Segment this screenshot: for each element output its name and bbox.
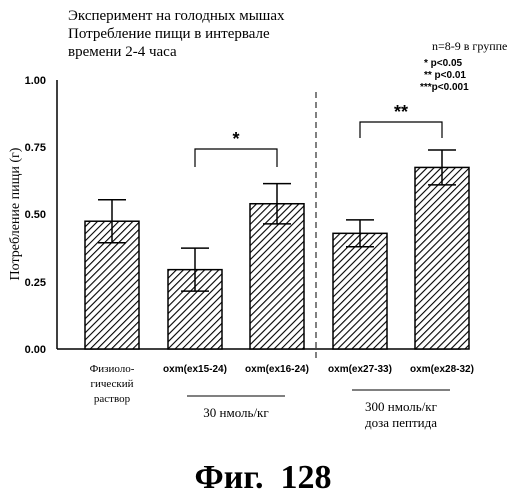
y-tick-label-0: 0.00 [25, 344, 46, 356]
group-label-1-0: 300 нмоль/кг [365, 399, 437, 414]
x-tick-label-0-2: раствор [94, 393, 131, 405]
significance-bracket-0 [195, 149, 277, 167]
y-axis-label: Потребление пищи (г) [8, 147, 23, 280]
x-tick-label-4-0: oxm(ex28-32) [410, 364, 474, 375]
x-tick-label-0-0: Физиоло- [90, 363, 135, 375]
bar-3 [333, 233, 387, 349]
y-tick-label-3: 0.75 [25, 142, 46, 154]
significance-label-0: * [232, 129, 239, 149]
chart-title-line-2: Потребление пищи в интервале [68, 26, 270, 42]
significance-bracket-1 [360, 122, 442, 138]
x-tick-label-3-0: oxm(ex27-33) [328, 364, 392, 375]
y-tick-label-2: 0.50 [25, 209, 46, 221]
x-tick-label-0-1: гический [90, 378, 133, 390]
group-label-1-1: доза пептида [365, 415, 437, 430]
x-tick-label-1-0: oxm(ex15-24) [163, 364, 227, 375]
y-tick-label-4: 1.00 [25, 75, 46, 87]
chart-title-line-3: времени 2-4 часа [68, 44, 177, 60]
group-labels: 30 нмоль/кг 300 нмоль/кгдоза пептида [187, 390, 450, 430]
legend-n: n=8-9 в группе [432, 39, 507, 53]
legend-item-1: * p<0.05 [424, 58, 463, 69]
bar-4 [415, 167, 469, 349]
x-tick-label-2-0: oxm(ex16-24) [245, 364, 309, 375]
bar-2 [250, 204, 304, 349]
legend-item-3: ***p<0.001 [420, 82, 469, 93]
significance-brackets: *** [195, 102, 442, 167]
legend-item-2: ** p<0.01 [424, 70, 466, 81]
significance-label-1: ** [394, 102, 408, 122]
group-label-0-0: 30 нмоль/кг [203, 405, 268, 420]
y-tick-label-1: 0.25 [25, 277, 46, 289]
y-ticks: 0.00 0.25 0.50 0.75 1.00 [25, 75, 46, 356]
bars [85, 150, 469, 349]
figure-label: Фиг. 128 [195, 459, 332, 496]
chart-title-line-1: Эксперимент на голодных мышах [68, 8, 285, 24]
